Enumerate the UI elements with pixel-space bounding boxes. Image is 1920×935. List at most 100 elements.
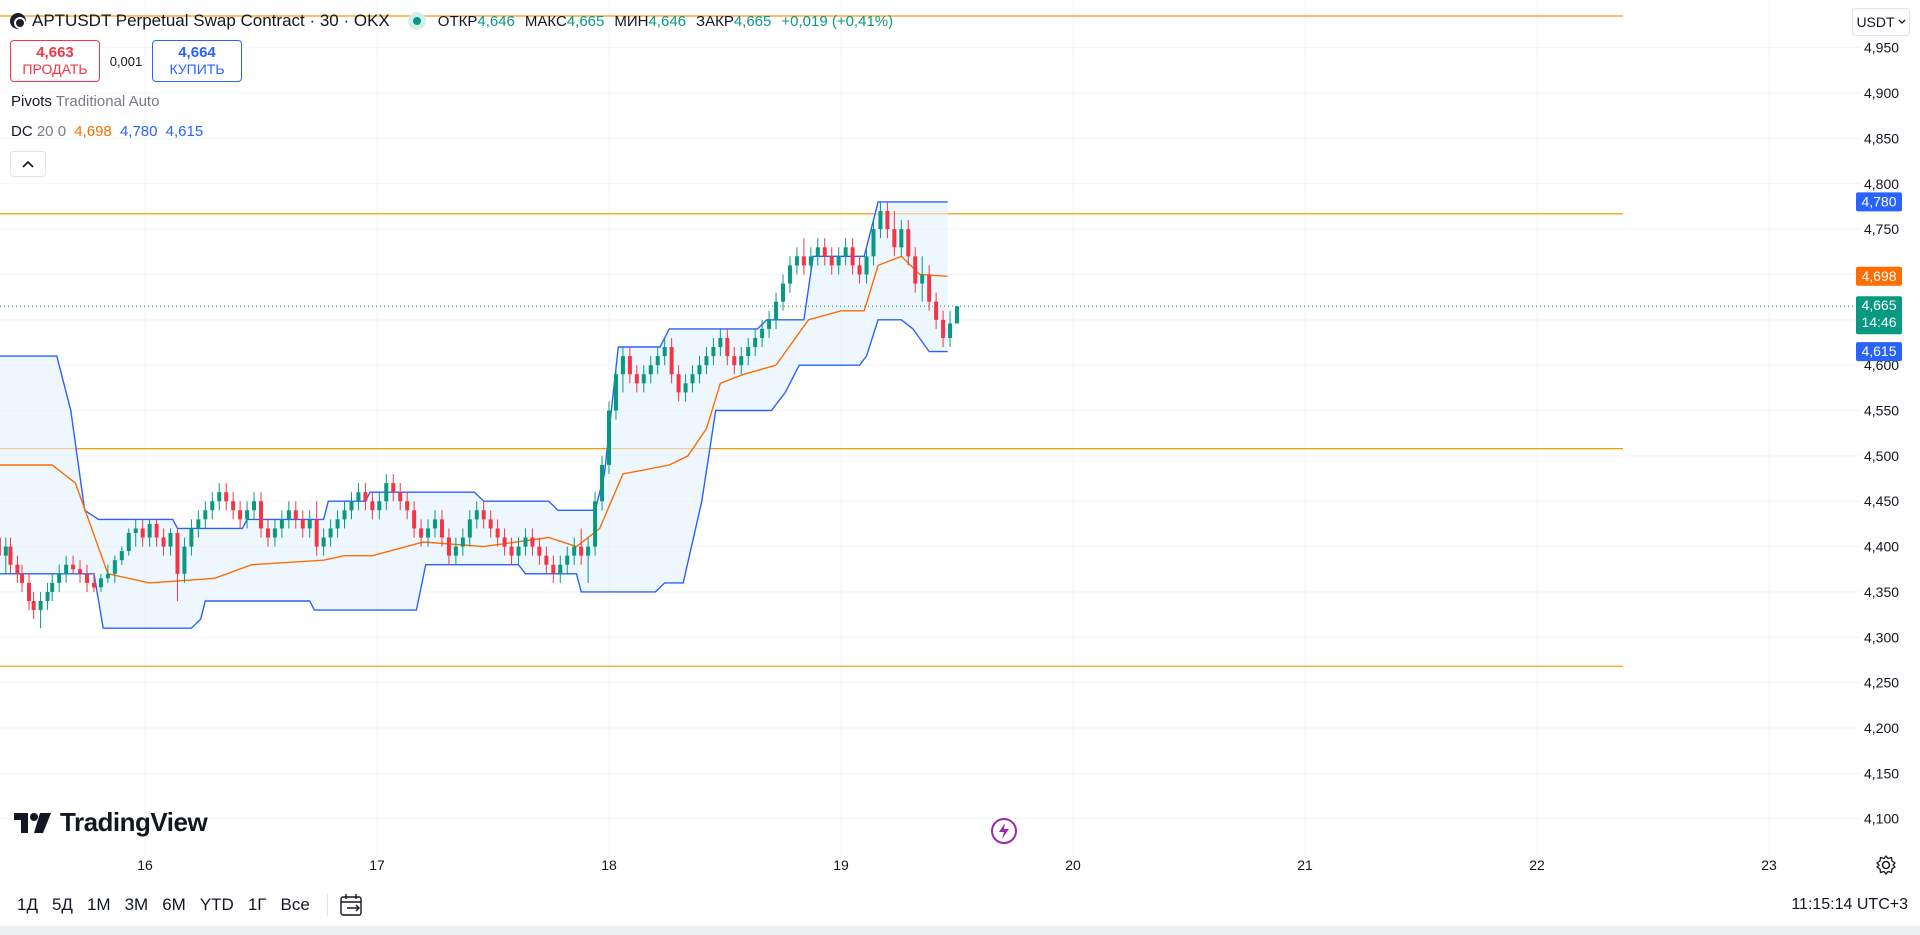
market-status-icon[interactable] xyxy=(407,12,426,30)
candle xyxy=(607,401,611,475)
candle-body xyxy=(27,582,31,601)
price-tick-label: 4,300 xyxy=(1864,629,1899,645)
time-axis[interactable]: 16 17 18 19 20 21 22 23 xyxy=(137,857,1777,873)
candle-body xyxy=(767,319,772,329)
buy-price: 4,664 xyxy=(178,44,216,61)
candle-body xyxy=(662,347,667,357)
candle xyxy=(50,573,55,601)
candle xyxy=(245,501,250,529)
candle xyxy=(718,328,723,357)
candle-body xyxy=(50,582,55,592)
candle-body xyxy=(850,247,855,266)
candle xyxy=(586,537,591,583)
buy-button[interactable]: 4,664 КУПИТЬ xyxy=(152,40,242,82)
clock-timezone[interactable]: 11:15:14 UTC+3 xyxy=(1791,896,1908,913)
candle xyxy=(711,337,716,366)
price-tick-label: 4,950 xyxy=(1864,40,1899,56)
currency-select[interactable]: USDT xyxy=(1852,8,1910,36)
range-6m[interactable]: 6М xyxy=(162,895,186,914)
high-value: 4,665 xyxy=(566,12,605,30)
price-axis[interactable]: 4,100 4,150 4,200 4,250 4,300 4,350 4,400 4,450… xyxy=(1864,40,1899,827)
candle-body xyxy=(231,501,236,511)
candle-body xyxy=(356,492,361,502)
candle xyxy=(182,537,187,583)
tradingview-logo[interactable]: TradingView xyxy=(14,807,208,838)
candle-body xyxy=(474,510,479,520)
candle-body xyxy=(530,537,535,547)
candle-body xyxy=(753,337,758,348)
date-range-icon[interactable] xyxy=(338,892,366,918)
candle xyxy=(634,365,639,393)
symbol-title[interactable]: APTUSDT Perpetual Swap Contract · 30 · O… xyxy=(32,11,390,30)
candle-body xyxy=(620,356,625,375)
candle-body xyxy=(398,492,403,502)
range-all[interactable]: Все xyxy=(280,895,310,914)
candle-body xyxy=(370,501,375,511)
candle xyxy=(613,365,618,420)
settings-gear-icon[interactable] xyxy=(1874,853,1898,877)
candle xyxy=(516,537,521,565)
candle xyxy=(133,519,138,547)
time-tick-label: 20 xyxy=(1065,857,1081,873)
candle xyxy=(669,337,674,384)
candle xyxy=(892,211,897,257)
range-5d[interactable]: 5Д xyxy=(51,895,73,914)
candle xyxy=(815,238,820,266)
candle xyxy=(349,492,354,520)
candle xyxy=(210,492,215,520)
candle-body xyxy=(558,564,563,574)
price-tick-label: 4,100 xyxy=(1864,811,1899,827)
candle-body xyxy=(857,265,862,275)
candle xyxy=(774,292,779,329)
collapse-legend-button[interactable] xyxy=(10,151,46,177)
price-tick-label: 4,350 xyxy=(1864,584,1899,600)
candle xyxy=(71,555,76,574)
candle xyxy=(732,347,737,375)
candle-body xyxy=(774,301,779,320)
candle-body xyxy=(175,532,180,574)
high-label: МАКС xyxy=(524,12,567,30)
candle xyxy=(154,519,159,547)
candle xyxy=(286,501,291,529)
range-3m[interactable]: 3М xyxy=(124,895,149,914)
time-tick-label: 22 xyxy=(1529,857,1545,873)
candle-body xyxy=(941,319,946,338)
candle xyxy=(648,356,653,384)
range-1d[interactable]: 1Д xyxy=(17,895,38,914)
candle-body xyxy=(711,347,716,357)
indicator-pivots[interactable]: Pivots Traditional Auto xyxy=(11,93,159,110)
price-label-bg xyxy=(1856,296,1902,335)
low-label: МИН xyxy=(614,12,649,30)
candle-body xyxy=(293,510,298,520)
candle-body xyxy=(300,519,305,529)
dc-lower-line xyxy=(0,319,948,629)
candle-body xyxy=(634,374,639,384)
candle-body xyxy=(669,347,674,375)
price-tick-label: 4,850 xyxy=(1864,130,1899,146)
sell-button[interactable]: 4,663 ПРОДАТЬ xyxy=(10,40,100,82)
lightning-icon[interactable] xyxy=(991,818,1017,844)
candle-body xyxy=(794,256,799,266)
range-1y[interactable]: 1Г xyxy=(247,895,267,914)
candle xyxy=(321,528,326,556)
candle-body xyxy=(878,211,883,230)
candle xyxy=(189,519,194,556)
dc-upper-line xyxy=(0,201,948,530)
candle xyxy=(27,573,31,611)
toolbar-divider xyxy=(326,894,328,916)
candle xyxy=(168,528,173,556)
price-label-text: 4,698 xyxy=(1861,268,1896,284)
candle-body xyxy=(105,573,110,579)
candle-body xyxy=(453,546,458,556)
range-ytd[interactable]: YTD xyxy=(199,895,234,914)
indicator-donchian[interactable]: DC 20 0 4,698 4,780 4,615 xyxy=(11,123,203,140)
candle xyxy=(593,492,598,556)
candle-body xyxy=(843,247,848,257)
candle-body xyxy=(593,501,598,547)
candle xyxy=(955,306,959,324)
candle xyxy=(558,555,563,583)
candle-body xyxy=(913,256,918,284)
range-1m[interactable]: 1М xyxy=(86,895,111,914)
candle-body xyxy=(321,537,326,547)
